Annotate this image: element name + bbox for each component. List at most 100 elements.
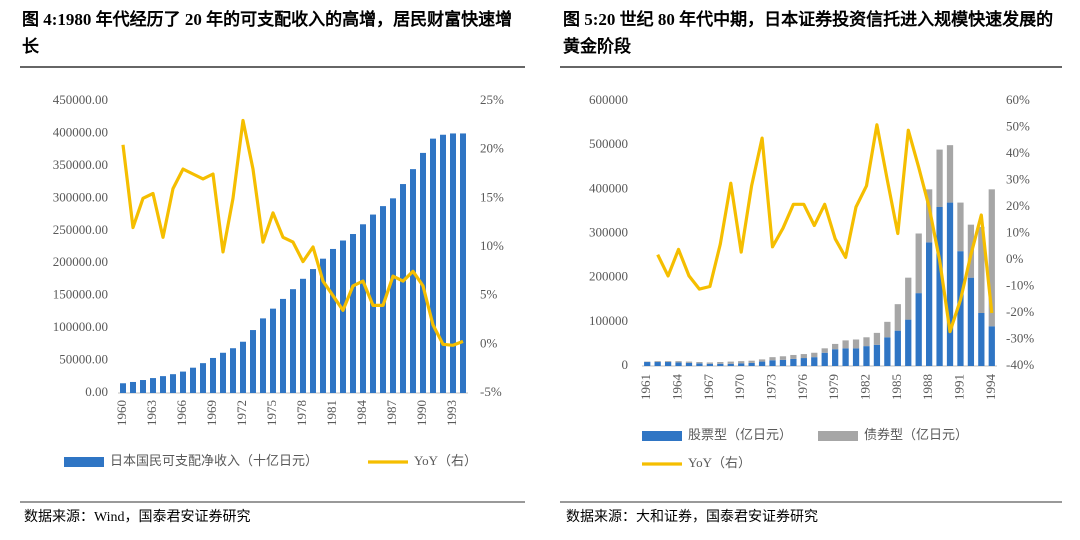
bar — [360, 224, 366, 393]
bar — [800, 354, 807, 359]
bar — [330, 248, 336, 393]
y-tick-label: 200000.00 — [53, 254, 108, 269]
bar — [988, 189, 995, 327]
bar — [400, 184, 406, 393]
y2-tick-label: 40% — [1006, 145, 1030, 160]
legend-swatch — [64, 457, 104, 467]
bar — [832, 349, 839, 366]
x-tick-label: 1991 — [951, 374, 966, 400]
bar — [270, 308, 276, 393]
bar — [800, 358, 807, 366]
y-tick-label: 350000.00 — [53, 157, 108, 172]
bar — [190, 367, 196, 393]
y2-tick-label: -5% — [480, 384, 502, 399]
bar — [450, 133, 456, 393]
bar — [250, 330, 256, 393]
bar — [758, 361, 766, 366]
bar — [957, 202, 964, 252]
bar — [310, 269, 316, 393]
y2-tick-label: 10% — [480, 238, 504, 253]
bar — [654, 362, 661, 366]
x-tick-label: 1981 — [324, 400, 339, 426]
bar — [811, 352, 818, 358]
bar — [978, 313, 985, 366]
y2-tick-label: 0% — [1006, 251, 1024, 266]
bar — [654, 361, 661, 363]
y2-tick-label: 0% — [480, 335, 498, 350]
x-tick-label: 1994 — [983, 374, 998, 401]
y2-tick-label: 10% — [1006, 224, 1030, 239]
bar — [685, 362, 693, 366]
bar — [290, 289, 296, 393]
legend-label: YoY（右） — [414, 453, 477, 468]
y-tick-label: 450000.00 — [53, 92, 108, 107]
bar — [946, 145, 954, 203]
x-tick-label: 1973 — [763, 374, 778, 400]
legend-label: 日本国民可支配净收入（十亿日元） — [110, 453, 318, 468]
bar — [905, 319, 912, 366]
y-tick-label: 0.00 — [85, 384, 108, 399]
bar — [779, 356, 787, 360]
bar — [160, 376, 166, 393]
bar — [936, 149, 943, 207]
legend-label: 股票型（亿日元） — [688, 427, 792, 442]
y2-tick-label: 60% — [1006, 92, 1030, 107]
bar — [140, 380, 146, 393]
line — [121, 118, 464, 347]
bar — [380, 206, 386, 393]
y2-tick-label: 5% — [480, 287, 498, 302]
bar — [150, 378, 156, 393]
chart-title: 图 5:20 世纪 80 年代中期，日本证券投资信托进入规模快速发展的黄金阶段 — [563, 10, 1054, 56]
y2-tick-label: 20% — [1006, 198, 1030, 213]
bar — [748, 360, 755, 363]
x-tick-label: 1978 — [294, 400, 309, 426]
y-tick-label: 400000.00 — [53, 124, 108, 139]
bar — [350, 234, 356, 393]
bar — [220, 352, 226, 393]
chart-title: 图 4:1980 年代经历了 20 年的可支配收入的高增，居民财富快速增长 — [22, 10, 513, 56]
bar — [120, 383, 126, 393]
bar — [769, 357, 776, 361]
x-tick-label: 1993 — [444, 400, 459, 426]
y-tick-label: 150000.00 — [53, 287, 108, 302]
x-tick-label: 1976 — [795, 374, 810, 401]
y2-tick-label: -30% — [1006, 330, 1034, 345]
bar — [738, 361, 745, 364]
x-tick-label: 1970 — [732, 374, 747, 400]
bar — [842, 348, 849, 366]
bar — [180, 371, 186, 393]
bar — [430, 138, 436, 393]
source: 数据来源：大和证券，国泰君安证券研究 — [566, 509, 818, 525]
y-tick-label: 200000 — [589, 269, 628, 284]
bar — [696, 363, 703, 366]
y-tick-label: 50000.00 — [59, 352, 108, 367]
bar — [675, 362, 682, 366]
bar — [230, 348, 236, 393]
bar — [340, 240, 346, 393]
bar — [300, 278, 306, 393]
x-tick-label: 1987 — [384, 400, 399, 427]
bar — [873, 344, 881, 366]
bar — [769, 360, 776, 366]
bar — [280, 298, 286, 393]
legend-label: 债券型（亿日元） — [864, 427, 968, 442]
bar — [884, 337, 891, 366]
bar — [946, 202, 954, 366]
bar — [821, 348, 828, 353]
y-tick-label: 300000.00 — [53, 189, 108, 204]
y2-tick-label: -10% — [1006, 277, 1034, 292]
y2-tick-label: 30% — [1006, 171, 1030, 186]
bar — [873, 332, 881, 345]
bar — [675, 361, 682, 363]
bar — [210, 357, 216, 393]
bar — [988, 326, 995, 366]
bar — [170, 374, 176, 393]
bar — [894, 304, 901, 331]
bar — [926, 189, 933, 243]
source: 数据来源：Wind，国泰君安证券研究 — [24, 509, 251, 525]
x-tick-label: 1960 — [114, 400, 129, 426]
y2-tick-label: -20% — [1006, 304, 1034, 319]
bar — [852, 339, 860, 349]
